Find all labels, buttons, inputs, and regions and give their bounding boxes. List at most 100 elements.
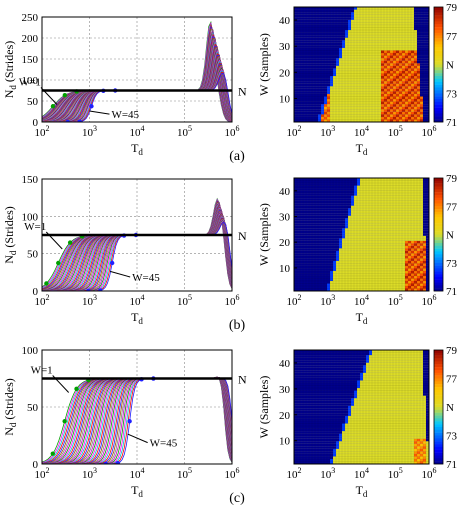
heatmap-cell xyxy=(351,116,355,120)
heatmap-cell xyxy=(306,265,310,269)
heatmap-cell xyxy=(360,86,364,89)
heatmap-cell xyxy=(312,22,316,25)
heatmap-cell xyxy=(303,228,307,231)
heatmap-cell xyxy=(390,270,394,274)
heatmap-cell xyxy=(300,47,304,51)
heatmap-cell xyxy=(411,93,415,97)
heatmap-cell xyxy=(360,27,364,31)
heatmap-cell xyxy=(333,104,337,107)
heatmap-cell xyxy=(345,273,349,276)
heatmap-cell xyxy=(303,17,307,20)
heatmap-cell xyxy=(318,233,322,236)
heatmap-cell xyxy=(294,40,298,43)
heatmap-cell xyxy=(300,195,304,199)
heatmap-cell xyxy=(327,37,331,41)
heatmap-cell xyxy=(303,86,307,89)
heatmap-cell xyxy=(390,76,394,79)
heatmap-cell xyxy=(306,441,310,444)
heatmap-cell xyxy=(393,458,397,462)
heatmap-cell xyxy=(393,185,397,189)
heatmap-cell xyxy=(426,22,430,25)
heatmap-cell xyxy=(393,273,397,276)
heatmap-cell xyxy=(321,24,325,28)
heatmap-cell xyxy=(372,116,376,120)
heatmap-cell xyxy=(333,451,337,454)
x-tick-label: 104 xyxy=(354,124,369,139)
heatmap-cell xyxy=(345,285,349,289)
heatmap-cell xyxy=(360,258,364,261)
heatmap-cell xyxy=(414,268,418,271)
heatmap-cell xyxy=(426,248,430,251)
heatmap-cell xyxy=(345,270,349,274)
series-marker xyxy=(98,288,103,291)
heatmap-cell xyxy=(423,101,427,105)
y-tick-label: 40 xyxy=(279,186,291,198)
heatmap-cell xyxy=(387,45,391,48)
heatmap-cell xyxy=(297,9,301,13)
heatmap-cell xyxy=(309,73,313,77)
heatmap-cell xyxy=(369,270,373,274)
heatmap-cell xyxy=(309,275,313,279)
heatmap-cell xyxy=(381,238,385,241)
heatmap-cell xyxy=(357,12,361,15)
heatmap-cell xyxy=(309,215,313,219)
heatmap-cell xyxy=(297,253,301,256)
heatmap-cell xyxy=(315,230,319,234)
heatmap-cell xyxy=(351,288,355,292)
heatmap-cell xyxy=(360,218,364,221)
heatmap-cell xyxy=(384,240,388,244)
heatmap-cell xyxy=(333,285,337,289)
heatmap-cell xyxy=(330,250,334,254)
heatmap-cell xyxy=(405,65,409,69)
heatmap-cell xyxy=(336,63,340,66)
heatmap-cell xyxy=(363,453,367,457)
heatmap-cell xyxy=(342,238,346,241)
heatmap-cell xyxy=(330,461,334,465)
heatmap-cell xyxy=(399,458,403,462)
heatmap-cell xyxy=(354,96,358,100)
heatmap-cell xyxy=(315,223,319,226)
heatmap-cell xyxy=(369,225,373,229)
heatmap-cell xyxy=(408,245,412,249)
heatmap-cell xyxy=(381,451,385,454)
heatmap-cell xyxy=(384,116,388,120)
heatmap-cell xyxy=(411,12,415,15)
heatmap-cell xyxy=(300,275,304,279)
heatmap-cell xyxy=(396,270,400,274)
heatmap-cell xyxy=(402,83,406,87)
heatmap-cell xyxy=(348,183,352,186)
heatmap-cell xyxy=(426,60,430,64)
heatmap-cell xyxy=(318,7,322,10)
heatmap-cell xyxy=(399,223,403,226)
heatmap-cell xyxy=(315,14,319,18)
heatmap-cell xyxy=(363,248,367,251)
heatmap-cell xyxy=(381,235,385,239)
heatmap-cell xyxy=(300,448,304,452)
heatmap-cell xyxy=(330,198,334,201)
heatmap-cell xyxy=(300,456,304,459)
heatmap-cell xyxy=(420,93,424,97)
heatmap-cell xyxy=(420,119,424,123)
heatmap-cell xyxy=(405,32,409,36)
heatmap-cell xyxy=(423,215,427,219)
heatmap-cell xyxy=(294,448,298,452)
heatmap-cell xyxy=(390,245,394,249)
heatmap-cell xyxy=(375,19,379,23)
heatmap-cell xyxy=(348,185,352,189)
heatmap-cell xyxy=(312,243,316,246)
heatmap-cell xyxy=(405,37,409,41)
heatmap-cell xyxy=(375,47,379,51)
heatmap-cell xyxy=(360,210,364,214)
heatmap-cell xyxy=(327,93,331,97)
heatmap-cell xyxy=(318,250,322,254)
heatmap-cell xyxy=(423,268,427,271)
heatmap-cell xyxy=(315,12,319,15)
heatmap-cell xyxy=(318,106,322,110)
colorbar-step xyxy=(434,251,443,255)
heatmap-cell xyxy=(417,101,421,105)
heatmap-cell xyxy=(405,50,409,54)
heatmap-cell xyxy=(420,250,424,254)
heatmap-cell xyxy=(378,109,382,112)
heatmap-cell xyxy=(318,180,322,184)
heatmap-cell xyxy=(414,228,418,231)
